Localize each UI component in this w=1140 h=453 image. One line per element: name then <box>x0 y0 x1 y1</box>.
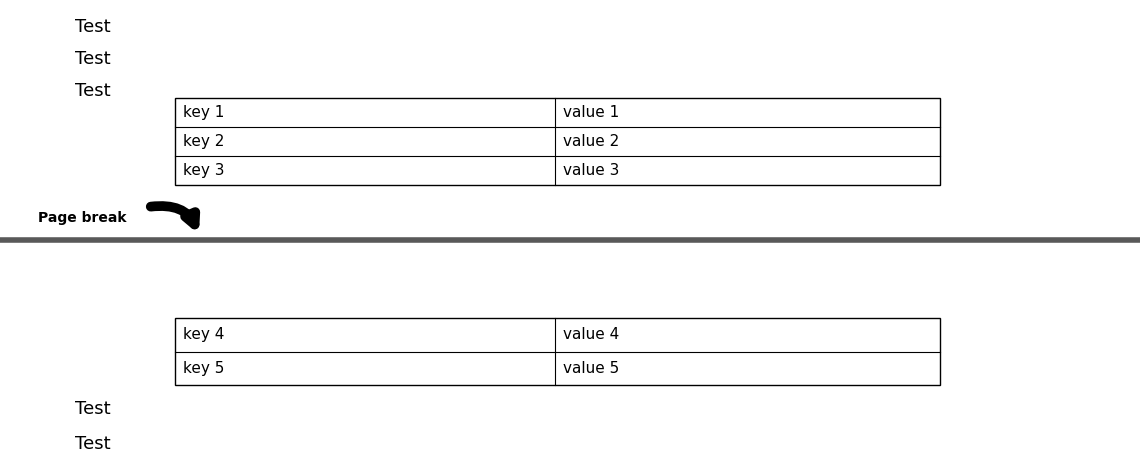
Text: key 2: key 2 <box>184 134 225 149</box>
Text: value 5: value 5 <box>563 361 619 376</box>
Text: Test: Test <box>75 18 111 36</box>
Text: key 3: key 3 <box>184 163 225 178</box>
Text: value 2: value 2 <box>563 134 619 149</box>
Bar <box>176 98 940 185</box>
Text: value 3: value 3 <box>563 163 619 178</box>
Text: key 5: key 5 <box>184 361 225 376</box>
Text: key 1: key 1 <box>184 105 225 120</box>
Text: Test: Test <box>75 435 111 453</box>
Text: value 1: value 1 <box>563 105 619 120</box>
Text: Test: Test <box>75 82 111 100</box>
Text: value 4: value 4 <box>563 327 619 342</box>
Text: Page break: Page break <box>38 211 127 225</box>
Text: Test: Test <box>75 400 111 418</box>
Bar <box>176 318 940 385</box>
Text: key 4: key 4 <box>184 327 225 342</box>
Text: Test: Test <box>75 50 111 68</box>
